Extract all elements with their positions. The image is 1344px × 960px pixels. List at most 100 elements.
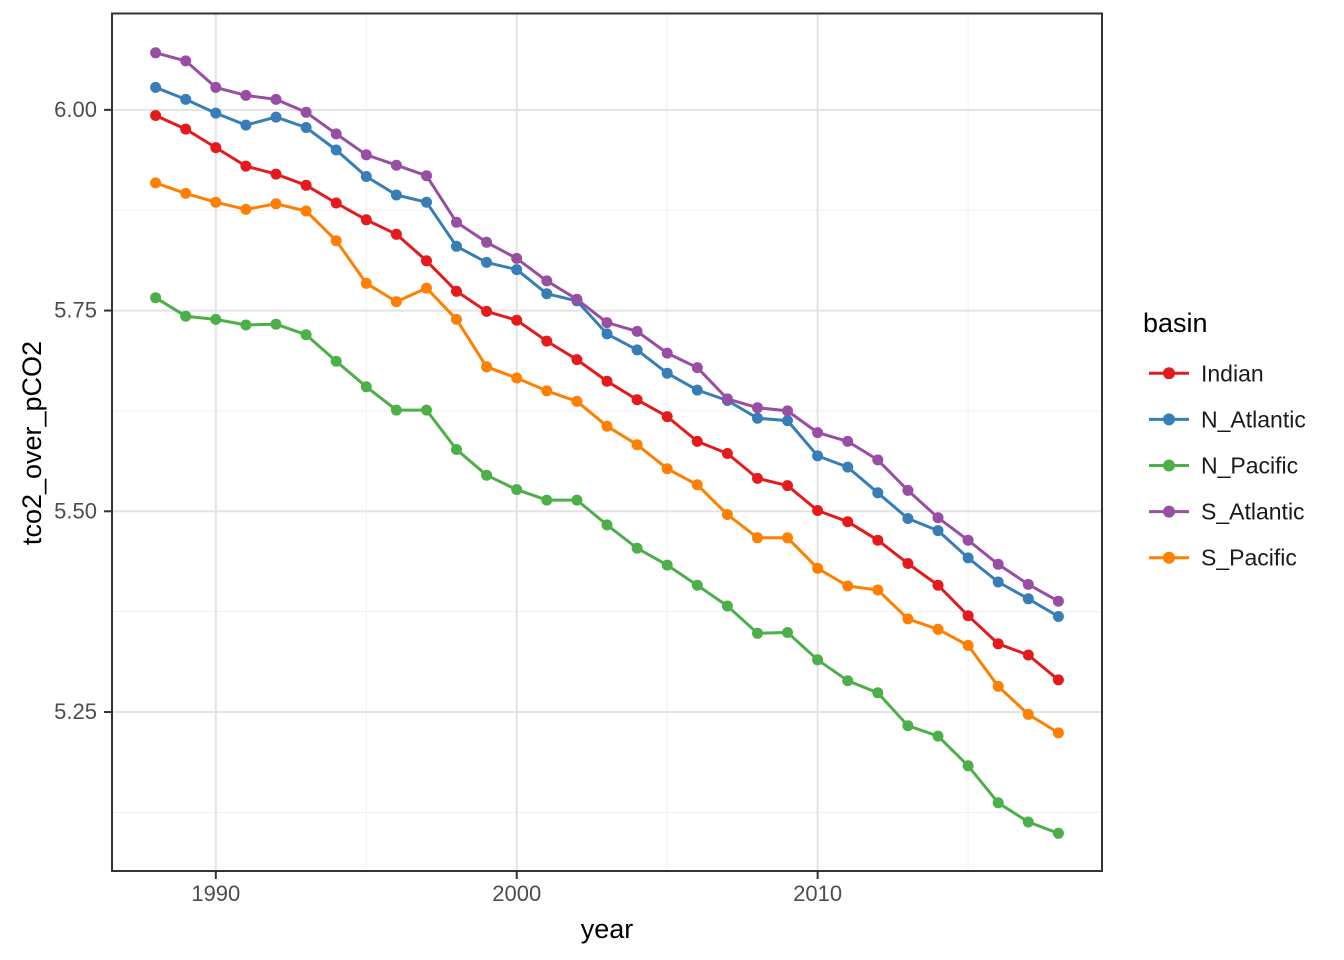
data-point-s_pacific [601,420,613,432]
x-tick-label: 2000 [492,881,541,906]
data-point-indian [330,197,342,209]
data-point-n_atlantic [661,367,673,379]
data-point-s_atlantic [902,484,914,496]
data-point-s_pacific [571,395,583,407]
data-point-n_pacific [481,469,493,481]
data-point-s_pacific [661,463,673,475]
data-point-n_atlantic [932,525,944,537]
data-point-n_atlantic [842,461,854,473]
data-point-n_atlantic [240,119,252,131]
legend-entry-label: S_Pacific [1201,545,1297,571]
legend-entry: S_Atlantic [1149,499,1305,525]
data-point-s_pacific [812,562,824,574]
data-point-s_atlantic [932,512,944,524]
data-point-s_pacific [451,313,462,325]
data-point-indian [631,394,643,406]
legend-entry-label: S_Atlantic [1201,499,1305,525]
data-point-n_atlantic [210,107,222,119]
data-point-n_atlantic [270,111,282,123]
data-point-indian [1022,649,1034,661]
data-point-s_pacific [721,509,733,520]
data-point-s_atlantic [661,347,673,359]
data-point-s_atlantic [360,149,372,161]
data-point-indian [601,375,613,387]
data-point-indian [872,534,884,546]
data-point-n_atlantic [180,93,192,105]
axis-layer: 1990 2000 2010 6.00 5.75 5.50 5.25 [54,12,1103,906]
legend-entry: N_Pacific [1149,453,1298,479]
data-point-n_pacific [631,542,643,554]
data-point-s_atlantic [721,393,733,405]
legend-entry: S_Pacific [1149,545,1297,571]
data-point-s_atlantic [270,93,282,105]
data-point-n_atlantic [782,415,793,427]
data-point-s_pacific [631,439,643,451]
data-point-indian [481,305,493,317]
data-point-s_pacific [932,623,944,635]
grid-layer [112,13,1102,871]
data-point-indian [270,168,282,180]
data-point-s_atlantic [601,317,613,329]
data-point-n_pacific [300,329,312,341]
data-point-indian [691,435,703,447]
data-point-n_atlantic [1052,611,1064,622]
data-point-s_pacific [872,584,884,596]
data-point-s_pacific [842,580,854,592]
data-point-indian [812,505,824,516]
data-point-n_pacific [330,355,342,367]
data-point-indian [571,354,583,366]
data-point-s_atlantic [752,402,763,414]
data-point-indian [902,558,914,569]
data-point-n_pacific [571,494,583,506]
data-point-n_atlantic [992,576,1004,588]
data-point-s_pacific [902,613,914,625]
data-point-s_atlantic [180,55,192,67]
data-point-s_pacific [511,372,523,384]
data-point-indian [360,214,372,226]
data-point-s_pacific [180,187,192,199]
data-point-n_atlantic [360,171,372,182]
data-point-indian [962,610,974,622]
data-point-s_atlantic [451,216,462,228]
legend-entry: N_Atlantic [1149,406,1306,432]
data-point-n_atlantic [421,196,432,208]
y-tick-label: 6.00 [54,97,97,122]
x-tick-label: 2010 [793,881,842,906]
y-axis-title: tco2_over_pCO2 [17,341,47,545]
data-point-n_pacific [1022,816,1034,828]
legend-key-point-icon [1163,413,1175,426]
data-point-indian [752,472,763,484]
data-point-n_atlantic [691,384,703,396]
data-point-s_atlantic [481,236,493,248]
data-point-s_atlantic [150,47,162,59]
legend-entry-label: N_Atlantic [1201,406,1306,432]
data-point-n_pacific [661,559,673,571]
data-point-s_atlantic [782,405,793,417]
data-point-indian [992,638,1004,650]
data-point-n_atlantic [451,240,462,252]
panel-background [112,13,1102,871]
legend-entry-label: N_Pacific [1201,453,1298,479]
data-point-indian [511,314,523,326]
data-point-s_pacific [330,235,342,247]
data-point-n_atlantic [872,487,884,499]
data-point-s_pacific [691,479,703,491]
data-point-indian [661,411,673,423]
data-point-s_pacific [782,532,793,544]
data-point-n_pacific [421,404,432,416]
data-point-n_pacific [270,318,282,330]
legend-key-point-icon [1163,505,1175,518]
data-point-n_pacific [360,381,372,393]
data-point-indian [210,142,222,154]
x-tick-label: 1990 [191,881,240,906]
legend-entry-label: Indian [1201,360,1264,386]
data-point-indian [300,179,312,191]
data-point-n_pacific [902,720,914,732]
data-point-s_atlantic [1022,578,1034,590]
data-point-s_pacific [1052,727,1064,739]
legend-key-point-icon [1163,459,1175,472]
data-point-n_pacific [511,484,523,496]
data-point-n_pacific [721,600,733,612]
legend-title: basin [1143,308,1208,338]
